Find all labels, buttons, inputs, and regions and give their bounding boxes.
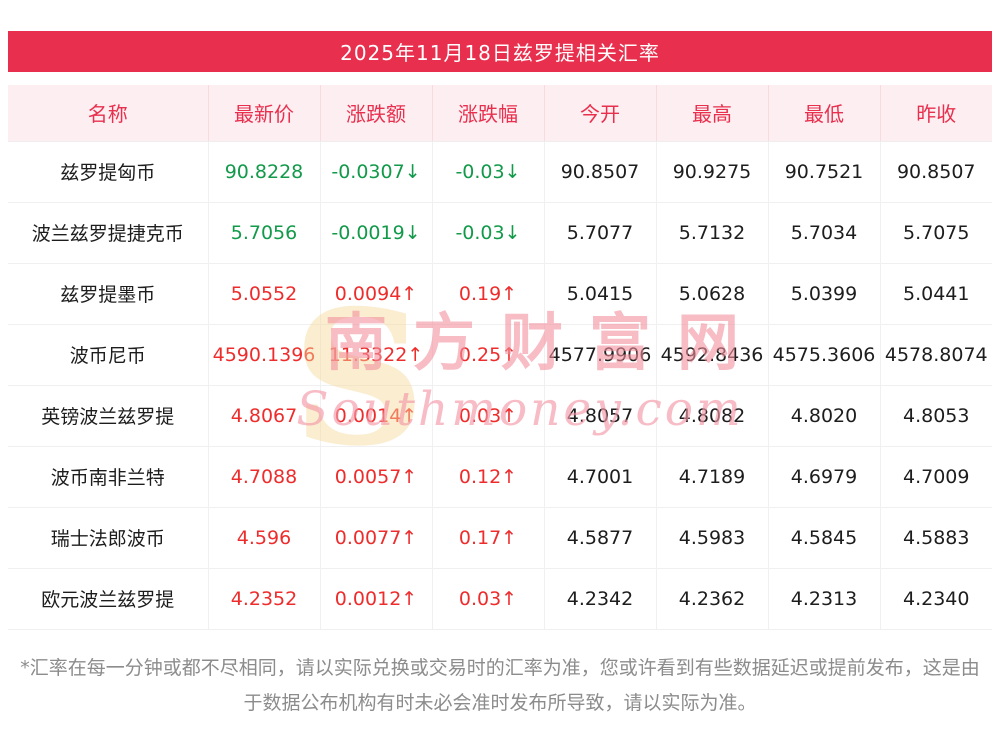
change-amount: 11.3322↑ [320,324,433,386]
pair-name: 兹罗提匈币 [8,141,209,203]
pair-name: 英镑波兰兹罗提 [8,385,209,447]
prev-close-price: 4.5883 [880,507,992,569]
open-price: 4.5877 [544,507,657,569]
change-percent: 0.03↑ [432,568,545,630]
open-price: 4.8057 [544,385,657,447]
prev-close-price: 4.8053 [880,385,992,447]
low-price: 5.0399 [768,263,881,325]
column-header-latest: 最新价 [208,85,321,142]
column-header-change: 涨跌额 [320,85,433,142]
high-price: 4592.8436 [656,324,769,386]
low-price: 4575.3606 [768,324,881,386]
open-price: 90.8507 [544,141,657,203]
low-price: 5.7034 [768,202,881,264]
low-price: 90.7521 [768,141,881,203]
column-header-prev-close: 昨收 [880,85,992,142]
column-header-name: 名称 [8,85,209,142]
disclaimer-text: *汇率在每一分钟或都不尽相同，请以实际兑换或交易时的汇率为准，您或许看到有些数据… [20,656,980,714]
change-percent: 0.12↑ [432,446,545,508]
latest-price: 4.7088 [208,446,321,508]
open-price: 4.7001 [544,446,657,508]
latest-price: 90.8228 [208,141,321,203]
rates-table: 名称 最新价 涨跌额 涨跌幅 今开 最高 最低 昨收 兹罗提匈币 90.8228… [8,85,992,630]
high-price: 4.8082 [656,385,769,447]
pair-name: 波币尼币 [8,324,209,386]
table-row: 瑞士法郎波币 4.596 0.0077↑ 0.17↑ 4.5877 4.5983… [8,507,992,569]
change-percent: -0.03↓ [432,141,545,203]
table-row: 兹罗提匈币 90.8228 -0.0307↓ -0.03↓ 90.8507 90… [8,141,992,203]
change-percent: -0.03↓ [432,202,545,264]
latest-price: 4.2352 [208,568,321,630]
pair-name: 欧元波兰兹罗提 [8,568,209,630]
pair-name: 瑞士法郎波币 [8,507,209,569]
column-header-high: 最高 [656,85,769,142]
open-price: 4.2342 [544,568,657,630]
prev-close-price: 5.7075 [880,202,992,264]
low-price: 4.6979 [768,446,881,508]
prev-close-price: 4.7009 [880,446,992,508]
high-price: 4.2362 [656,568,769,630]
page-title: 2025年11月18日兹罗提相关汇率 [8,31,992,72]
open-price: 4577.9906 [544,324,657,386]
latest-price: 4.8067 [208,385,321,447]
low-price: 4.2313 [768,568,881,630]
high-price: 4.7189 [656,446,769,508]
change-percent: 0.03↑ [432,385,545,447]
change-amount: -0.0307↓ [320,141,433,203]
prev-close-price: 5.0441 [880,263,992,325]
prev-close-price: 90.8507 [880,141,992,203]
column-header-change-pct: 涨跌幅 [432,85,545,142]
open-price: 5.7077 [544,202,657,264]
low-price: 4.5845 [768,507,881,569]
table-row: 波币尼币 4590.1396 11.3322↑ 0.25↑ 4577.9906 … [8,324,992,386]
high-price: 5.0628 [656,263,769,325]
change-percent: 0.19↑ [432,263,545,325]
column-header-open: 今开 [544,85,657,142]
pair-name: 波兰兹罗提捷克币 [8,202,209,264]
change-amount: 0.0057↑ [320,446,433,508]
latest-price: 4.596 [208,507,321,569]
table-row: 欧元波兰兹罗提 4.2352 0.0012↑ 0.03↑ 4.2342 4.23… [8,568,992,630]
change-amount: 0.0094↑ [320,263,433,325]
low-price: 4.8020 [768,385,881,447]
pair-name: 兹罗提墨币 [8,263,209,325]
column-header-low: 最低 [768,85,881,142]
high-price: 5.7132 [656,202,769,264]
change-percent: 0.25↑ [432,324,545,386]
table-row: 兹罗提墨币 5.0552 0.0094↑ 0.19↑ 5.0415 5.0628… [8,263,992,325]
table-header-row: 名称 最新价 涨跌额 涨跌幅 今开 最高 最低 昨收 [8,85,992,142]
open-price: 5.0415 [544,263,657,325]
high-price: 4.5983 [656,507,769,569]
table-row: 波兰兹罗提捷克币 5.7056 -0.0019↓ -0.03↓ 5.7077 5… [8,202,992,264]
change-percent: 0.17↑ [432,507,545,569]
latest-price: 5.7056 [208,202,321,264]
pair-name: 波币南非兰特 [8,446,209,508]
latest-price: 4590.1396 [208,324,321,386]
high-price: 90.9275 [656,141,769,203]
table-row: 英镑波兰兹罗提 4.8067 0.0014↑ 0.03↑ 4.8057 4.80… [8,385,992,447]
change-amount: -0.0019↓ [320,202,433,264]
change-amount: 0.0014↑ [320,385,433,447]
change-amount: 0.0012↑ [320,568,433,630]
prev-close-price: 4.2340 [880,568,992,630]
prev-close-price: 4578.8074 [880,324,992,386]
change-amount: 0.0077↑ [320,507,433,569]
table-row: 波币南非兰特 4.7088 0.0057↑ 0.12↑ 4.7001 4.718… [8,446,992,508]
latest-price: 5.0552 [208,263,321,325]
